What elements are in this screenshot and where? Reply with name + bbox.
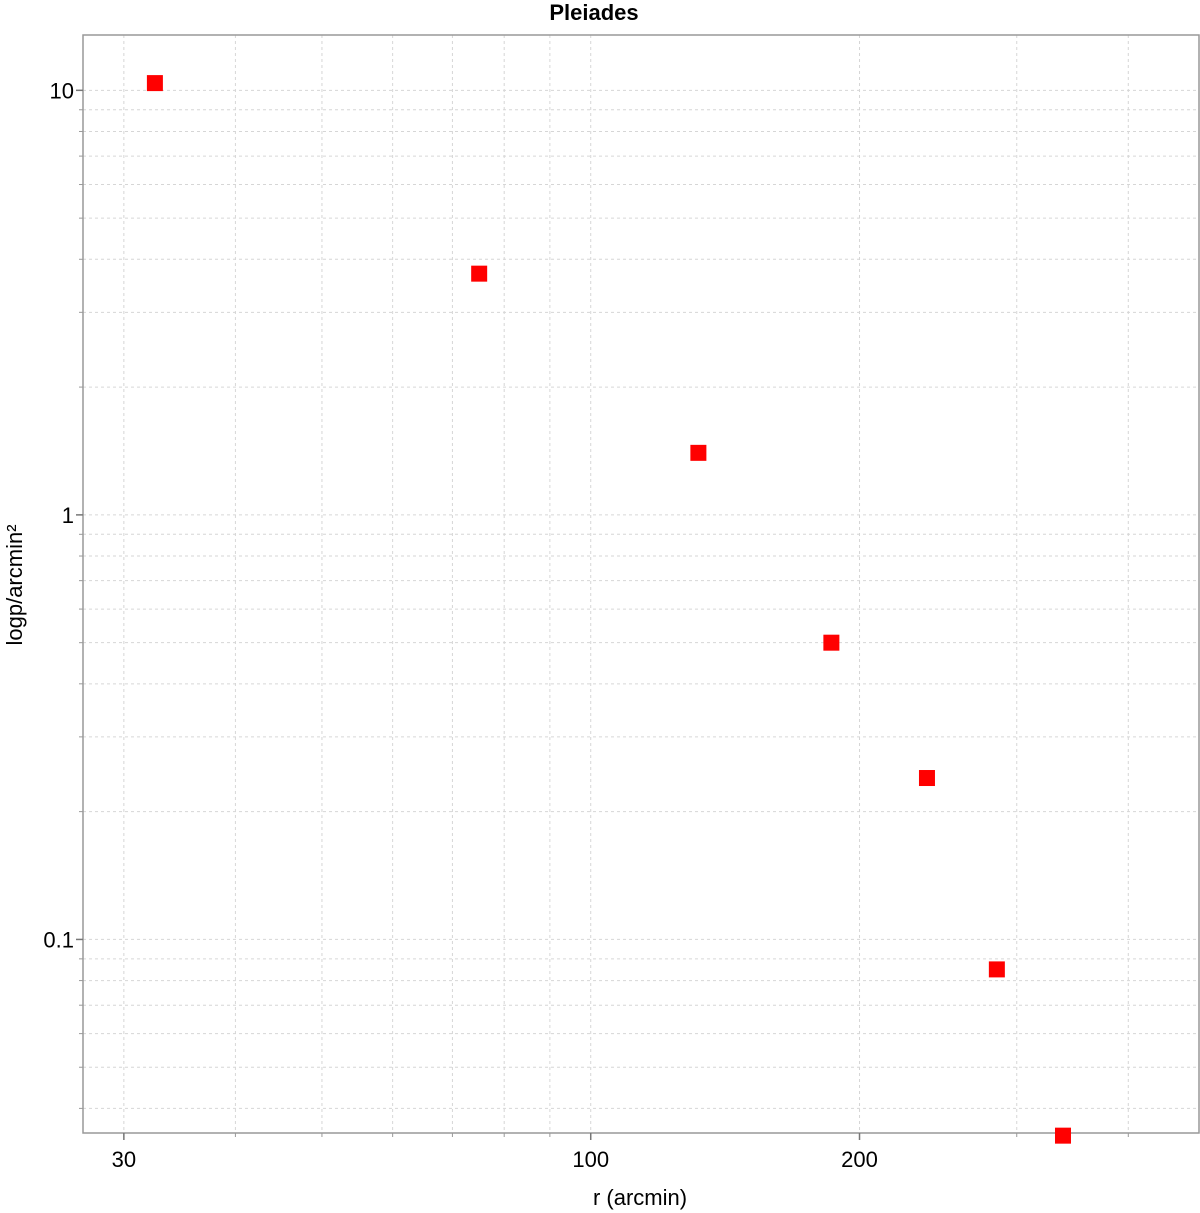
x-tick-label: 30	[112, 1147, 136, 1172]
data-point	[1054, 1127, 1071, 1144]
data-point	[146, 75, 163, 92]
data-point	[988, 961, 1005, 978]
data-point	[690, 444, 707, 461]
plot-area	[82, 34, 1200, 1134]
x-tick-label: 100	[572, 1147, 609, 1172]
y-tick-label: 1	[62, 503, 74, 528]
data-points	[146, 75, 1071, 1144]
data-point	[823, 634, 840, 651]
chart-title: Pleiades	[549, 0, 638, 25]
data-point	[471, 265, 488, 282]
y-axis-title: logp/arcmin²	[2, 524, 27, 645]
x-axis-title: r (arcmin)	[593, 1185, 687, 1210]
tick-marks	[76, 89, 1129, 1140]
tick-labels: 30 100 200 0.1 1 10	[43, 78, 877, 1172]
data-point	[918, 770, 935, 787]
x-tick-label: 200	[841, 1147, 878, 1172]
y-tick-label: 0.1	[43, 927, 74, 952]
y-tick-label: 10	[50, 78, 74, 103]
grid	[83, 35, 1199, 1133]
